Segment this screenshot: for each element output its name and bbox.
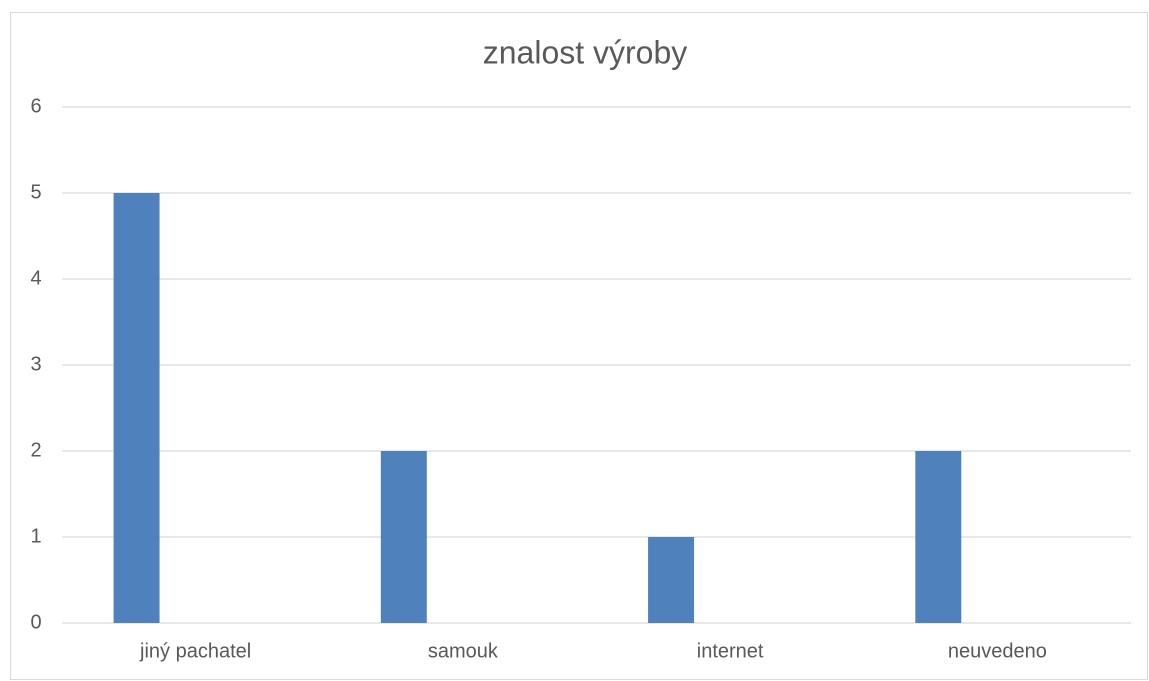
bar <box>648 537 695 623</box>
bar <box>915 451 962 623</box>
x-tick-label: jiný pachatel <box>139 640 251 662</box>
y-tick-label: 3 <box>30 353 41 375</box>
y-tick-label: 6 <box>30 95 41 117</box>
chart-title: znalost výroby <box>483 34 688 70</box>
bar <box>380 451 427 623</box>
bar <box>113 193 160 623</box>
y-tick-label: 1 <box>30 525 41 547</box>
chart-border <box>10 12 1148 680</box>
x-tick-label: internet <box>697 640 764 662</box>
x-tick-label: neuvedeno <box>948 640 1047 662</box>
x-tick-label: samouk <box>428 640 499 662</box>
y-tick-label: 5 <box>30 181 41 203</box>
y-tick-label: 4 <box>30 267 41 289</box>
y-tick-label: 2 <box>30 439 41 461</box>
y-tick-label: 0 <box>30 611 41 633</box>
